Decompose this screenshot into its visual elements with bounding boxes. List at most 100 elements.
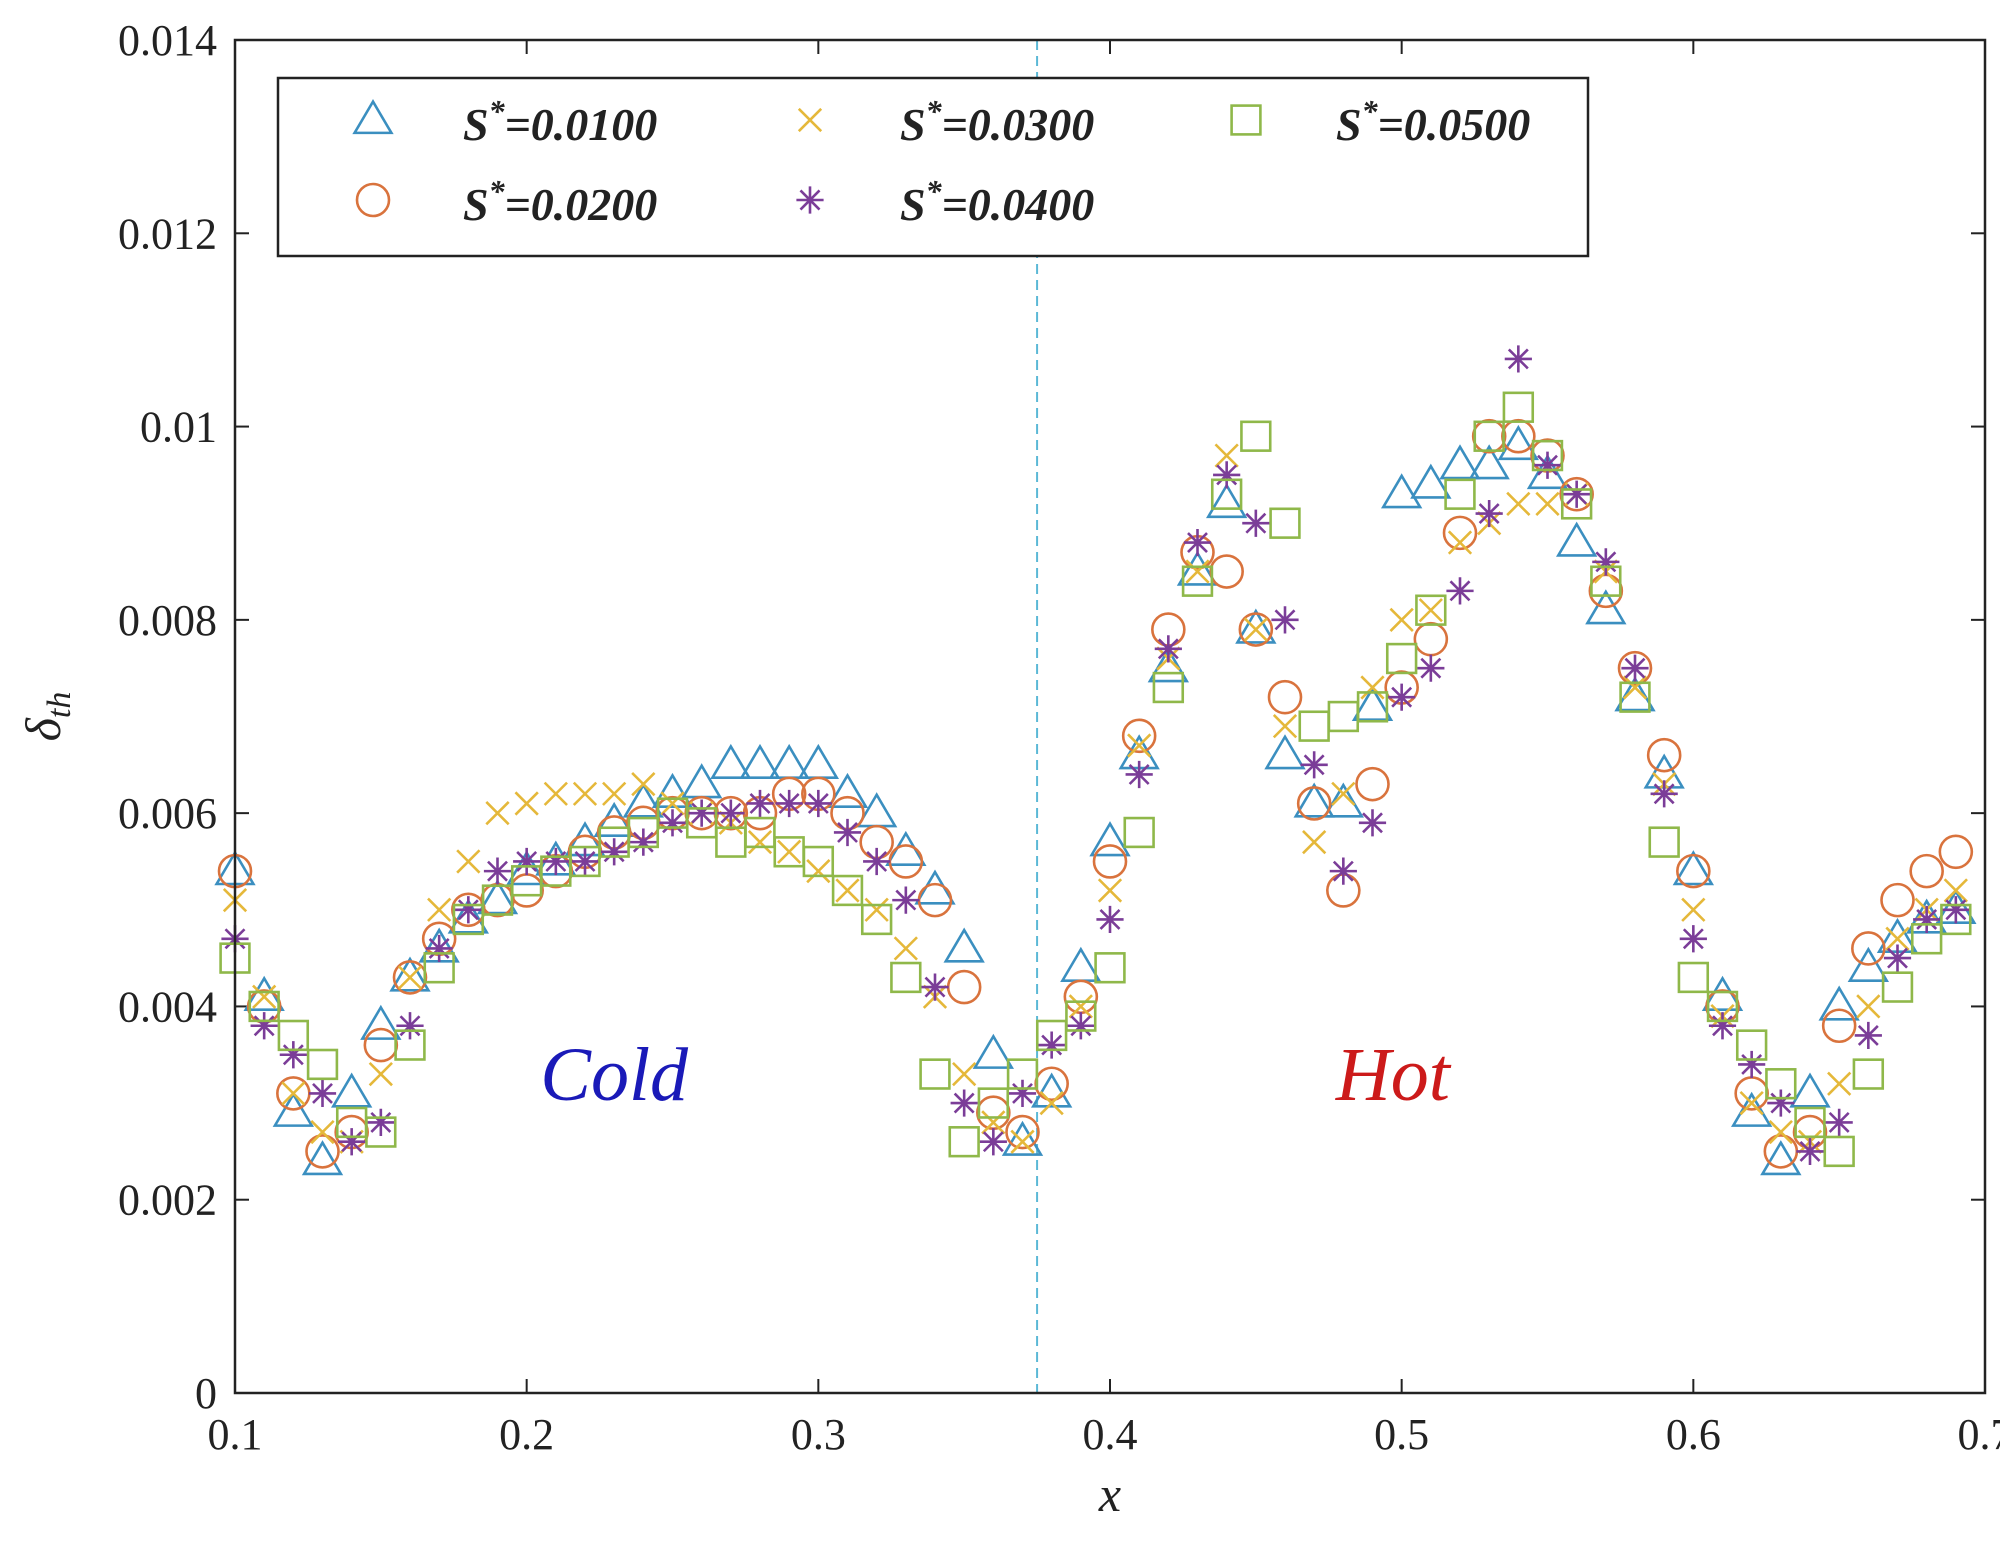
star-marker <box>1242 509 1270 537</box>
square-marker <box>1035 1019 1068 1052</box>
triangle-marker <box>389 956 431 992</box>
circle-marker <box>1238 612 1274 647</box>
triangle-marker <box>1205 482 1248 519</box>
circle-marker <box>1267 679 1303 715</box>
star-marker <box>279 1041 307 1069</box>
legend-entry-label: S*=0.0500 <box>1336 93 1530 150</box>
x-marker <box>1827 1071 1852 1096</box>
triangle-marker <box>1001 1120 1044 1156</box>
region-label-hot: Hot <box>1335 1033 1452 1117</box>
x-tick-label: 0.5 <box>1374 1410 1429 1459</box>
square-marker <box>1910 923 1943 955</box>
star-marker <box>1008 1079 1037 1108</box>
circle-marker <box>1646 737 1682 773</box>
square-marker <box>1765 1068 1797 1100</box>
x-marker <box>427 897 452 922</box>
triangle-marker <box>360 1004 402 1040</box>
star-marker <box>425 934 453 963</box>
triangle-marker <box>1147 647 1190 683</box>
star-marker <box>600 838 628 866</box>
x-marker <box>602 781 627 806</box>
x-marker <box>981 1110 1006 1135</box>
x-marker <box>893 936 918 961</box>
star-marker <box>542 847 570 876</box>
triangle-marker <box>1235 608 1277 644</box>
star-marker <box>892 886 920 914</box>
star-marker <box>1621 654 1649 682</box>
triangle-marker <box>1818 985 1860 1021</box>
triangle-marker <box>1847 946 1890 982</box>
square-marker <box>1881 971 1914 1003</box>
plot-area-frame <box>233 38 1987 1395</box>
series-x <box>222 443 1968 1154</box>
x-marker <box>1943 878 1968 903</box>
star-marker <box>1213 461 1241 489</box>
triangle-marker <box>739 743 781 780</box>
square-marker <box>1356 691 1389 723</box>
triangle-marker <box>1526 453 1569 490</box>
square-marker <box>569 845 601 878</box>
x-marker <box>1681 897 1706 922</box>
triangle-marker <box>1760 1140 1802 1176</box>
triangle-marker <box>301 1140 344 1176</box>
square-marker <box>1648 826 1680 858</box>
triangle-marker <box>1030 1072 1073 1108</box>
triangle-marker <box>1410 463 1452 499</box>
star-marker <box>338 1128 366 1156</box>
x-marker <box>777 839 802 864</box>
legend-entry-label: S*=0.0100 <box>463 93 657 150</box>
y-axis-label-subscript: th <box>41 692 78 718</box>
star-marker <box>1504 345 1532 373</box>
x-marker <box>1010 1129 1035 1154</box>
x-marker <box>572 781 598 806</box>
circle-marker <box>1938 834 1974 870</box>
square-marker <box>1852 1058 1885 1090</box>
x-marker <box>631 772 656 797</box>
star-marker <box>1738 1050 1766 1079</box>
triangle-marker <box>272 1091 315 1127</box>
triangle-marker <box>1672 850 1715 886</box>
y-tick-label: 0.002 <box>118 1176 217 1225</box>
legend-entry-label: S*=0.0300 <box>900 93 1094 150</box>
circle-marker <box>1909 853 1944 889</box>
x-marker <box>1097 878 1123 903</box>
x-tick-label: 0.2 <box>499 1410 554 1459</box>
square-marker <box>394 1029 426 1061</box>
y-tick-label: 0.012 <box>118 209 217 258</box>
star-marker <box>775 789 803 818</box>
circle-marker <box>1559 476 1594 512</box>
star-marker <box>1650 780 1678 808</box>
x-marker <box>1243 617 1268 642</box>
circle-marker <box>305 1134 340 1169</box>
x-marker <box>368 1061 393 1087</box>
star-marker <box>1679 925 1707 953</box>
star-marker <box>1533 451 1562 479</box>
x-marker <box>1885 926 1910 951</box>
square-marker <box>1940 903 1972 936</box>
circle-marker <box>1092 844 1128 879</box>
star-marker <box>1388 683 1416 711</box>
square-marker <box>1823 1135 1855 1168</box>
triangle-marker <box>1351 685 1394 722</box>
square-marker <box>248 990 280 1023</box>
triangle-marker <box>447 898 490 934</box>
star-marker <box>717 799 745 827</box>
star-marker <box>629 828 657 856</box>
square-marker <box>860 903 893 936</box>
star-marker <box>483 857 512 885</box>
star-marker <box>746 789 774 818</box>
star-marker <box>979 1128 1007 1156</box>
x-marker <box>456 849 481 874</box>
star-marker <box>950 1089 978 1117</box>
circle-marker <box>1296 786 1332 821</box>
square-marker <box>1560 488 1593 520</box>
y-tick-label: 0.008 <box>118 596 217 645</box>
triangle-marker <box>1585 589 1627 625</box>
x-marker <box>543 781 568 806</box>
legend-entry-label: S*=0.0400 <box>900 173 1094 230</box>
x-marker <box>485 801 510 826</box>
triangle-marker <box>943 927 985 963</box>
star-marker <box>1913 905 1941 934</box>
x-marker <box>1068 994 1093 1019</box>
square-marker <box>831 874 864 907</box>
